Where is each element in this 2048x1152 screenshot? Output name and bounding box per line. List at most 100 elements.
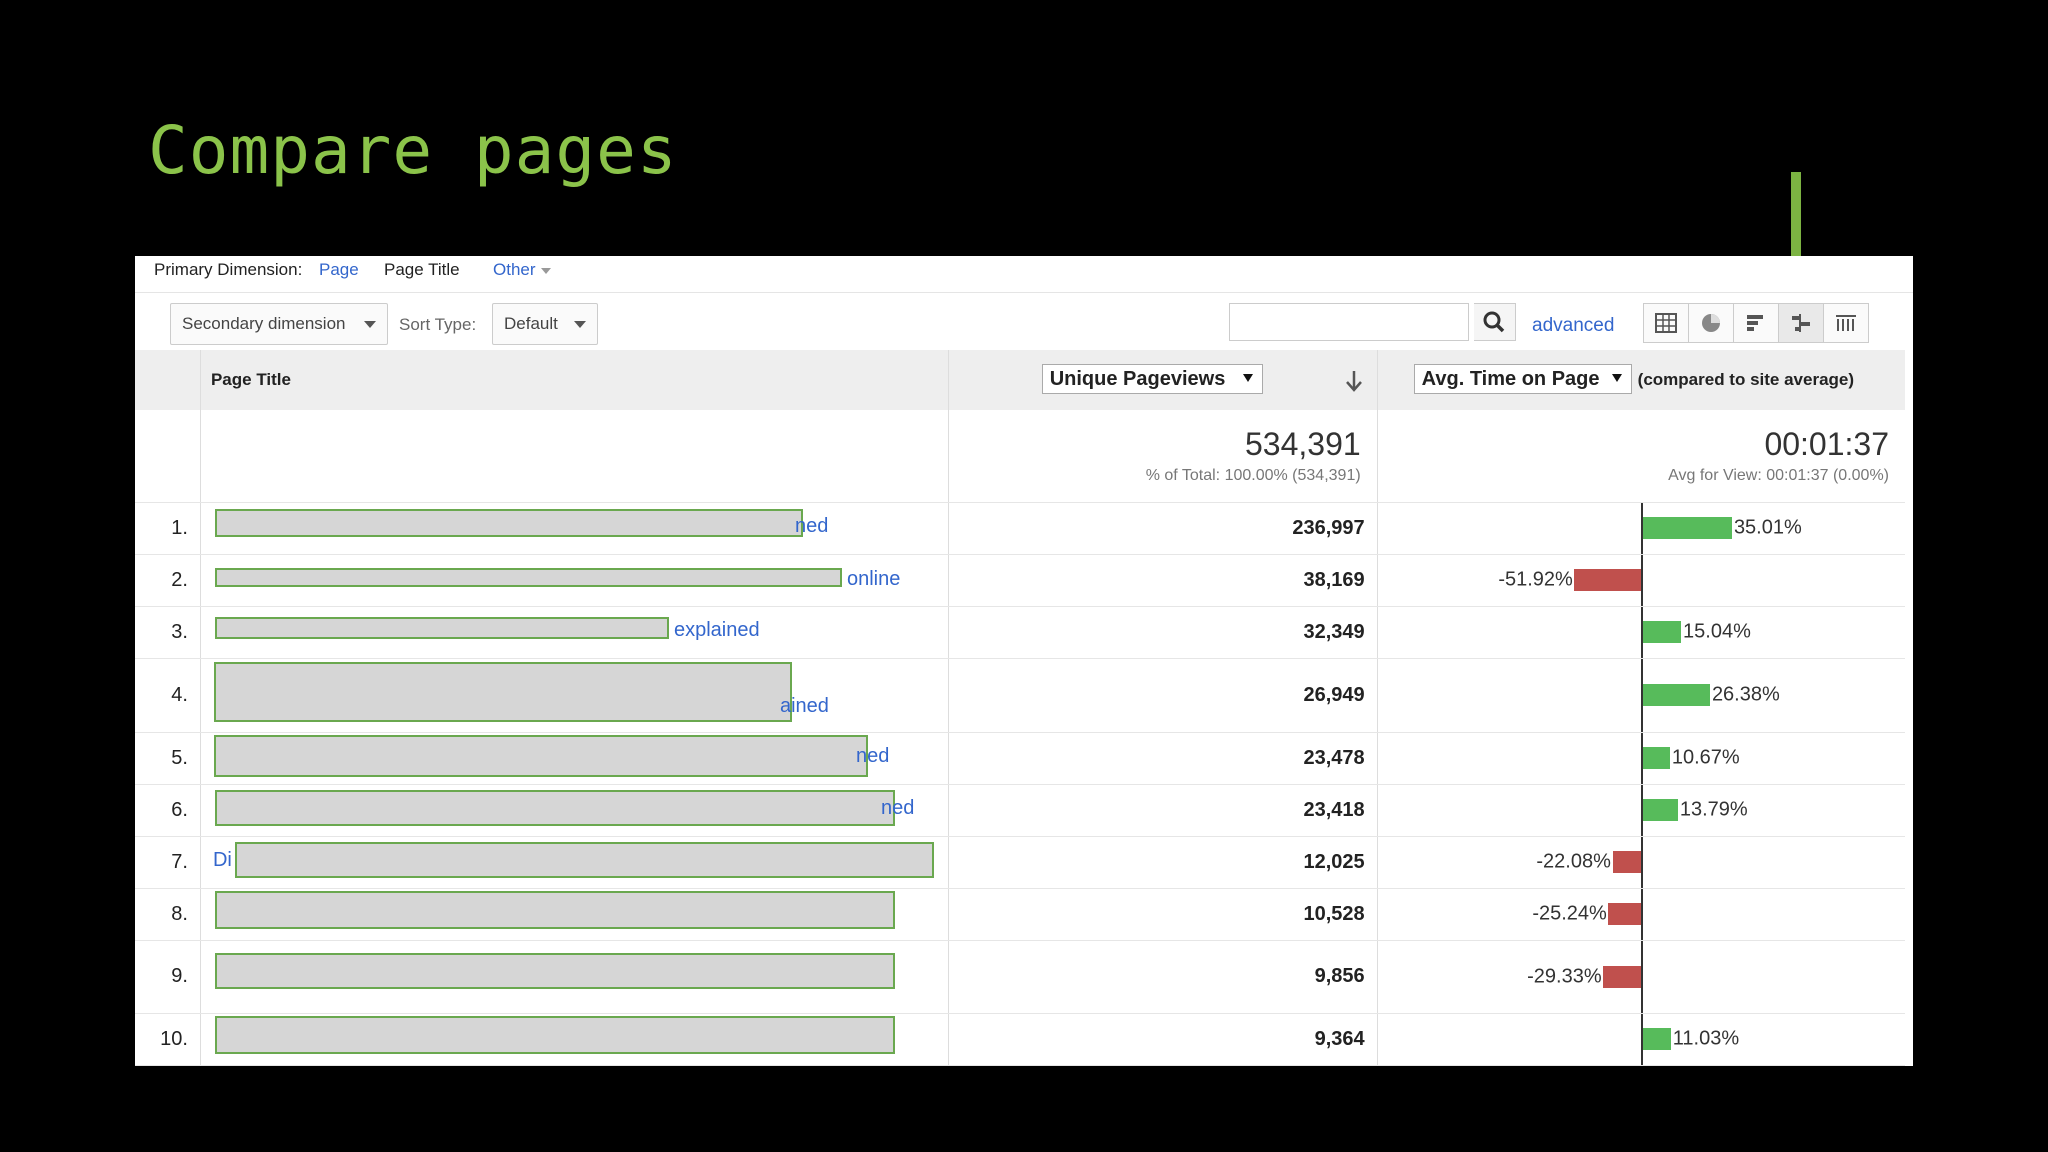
- row-rank: 6.: [135, 784, 201, 837]
- compare-total: 00:01:37: [1764, 426, 1889, 463]
- metric-total: 534,391: [1245, 426, 1361, 463]
- dimension-option-page[interactable]: Page: [319, 260, 359, 279]
- row-rank: 4.: [135, 658, 201, 733]
- sort-descending-icon[interactable]: [1345, 370, 1363, 392]
- compare-metric-select[interactable]: Avg. Time on Page: [1413, 364, 1632, 394]
- redaction-box: [214, 890, 895, 929]
- sort-type-dropdown[interactable]: Default: [492, 303, 598, 345]
- comparison-bar: [1642, 1028, 1671, 1050]
- rank-header: [135, 350, 201, 410]
- row-rank: 3.: [135, 606, 201, 659]
- report-toolbar: Secondary dimension Sort Type: Default a…: [135, 292, 1913, 351]
- comparison-percent: 35.01%: [1733, 516, 1802, 539]
- pie-view-icon[interactable]: [1689, 304, 1734, 342]
- page-title-link[interactable]: online: [846, 567, 901, 590]
- search-icon: [1483, 311, 1505, 333]
- comparison-percent: 11.03%: [1672, 1027, 1740, 1050]
- row-comparison-cell: -25.24%: [1376, 888, 1905, 941]
- comparison-bar: [1612, 851, 1641, 873]
- compare-select-value: Avg. Time on Page: [1421, 368, 1600, 390]
- comparison-percent: -22.08%: [1536, 850, 1611, 873]
- totals-rank-cell: [135, 410, 201, 503]
- row-page-title-cell: ned: [200, 502, 949, 555]
- row-unique-pageviews: 32,349: [947, 606, 1378, 659]
- comparison-axis: [1640, 502, 1643, 554]
- metric-total-sub: % of Total: 100.00% (534,391): [1145, 467, 1361, 485]
- row-comparison-cell: 11.03%: [1376, 1013, 1905, 1066]
- page-title-link[interactable]: ned: [794, 514, 829, 537]
- comparison-percent: 13.79%: [1679, 798, 1748, 821]
- page-title-link[interactable]: Di: [212, 848, 232, 871]
- redaction-box: [214, 508, 803, 537]
- row-page-title-cell: Di: [200, 836, 949, 889]
- table-row: 2. online 38,169 -51.92%: [135, 554, 1905, 607]
- redaction-box: [213, 661, 792, 722]
- table-header-row: Page Title Unique Pageviews Avg. Time on…: [135, 350, 1905, 410]
- table-row: 9. 9,856 -29.33%: [135, 940, 1905, 1014]
- row-page-title-cell: [200, 1013, 949, 1066]
- row-rank: 8.: [135, 888, 201, 941]
- row-rank: 7.: [135, 836, 201, 889]
- sort-type-label: Sort Type:: [399, 315, 477, 334]
- row-comparison-cell: 13.79%: [1376, 784, 1905, 837]
- redaction-box: [214, 952, 895, 989]
- row-unique-pageviews: 10,528: [947, 888, 1378, 941]
- comparison-percent: 26.38%: [1711, 683, 1780, 706]
- dimension-option-page-title[interactable]: Page Title: [384, 260, 460, 279]
- secondary-dimension-dropdown[interactable]: Secondary dimension: [170, 303, 388, 345]
- page-title-link[interactable]: explained: [673, 618, 760, 641]
- comparison-percent: 15.04%: [1683, 620, 1751, 643]
- comparison-bar: [1642, 517, 1732, 539]
- totals-compare-cell: 00:01:37 Avg for View: 00:01:37 (0.00%): [1376, 410, 1905, 503]
- comparison-bar: [1642, 621, 1682, 643]
- redaction-box: [214, 789, 895, 826]
- metric-select[interactable]: Unique Pageviews: [1041, 364, 1263, 394]
- comparison-percent: 10.67%: [1671, 746, 1740, 769]
- dimension-option-other[interactable]: Other: [493, 260, 551, 280]
- comparison-axis: [1640, 888, 1643, 940]
- row-page-title-cell: ned: [200, 784, 949, 837]
- table-view-icon[interactable]: [1644, 304, 1689, 342]
- row-page-title-cell: ned: [200, 732, 949, 785]
- view-switcher: [1643, 303, 1869, 343]
- page-title-header[interactable]: Page Title: [199, 350, 949, 410]
- redaction-box: [214, 616, 669, 639]
- page-title-link[interactable]: ned: [880, 796, 915, 819]
- comparison-bar: [1608, 903, 1641, 925]
- pivot-view-icon[interactable]: [1824, 304, 1868, 342]
- comparison-axis: [1640, 836, 1643, 888]
- compare-total-sub: Avg for View: 00:01:37 (0.00%): [1668, 467, 1889, 485]
- comparison-view-icon[interactable]: [1779, 304, 1824, 342]
- table-row: 10. 9,364 11.03%: [135, 1013, 1905, 1066]
- advanced-filter-link[interactable]: advanced: [1532, 315, 1615, 336]
- row-page-title-cell: ained: [200, 658, 949, 733]
- row-rank: 9.: [135, 940, 201, 1014]
- performance-view-icon[interactable]: [1734, 304, 1779, 342]
- comparison-bar: [1642, 684, 1710, 706]
- table-search-input[interactable]: [1229, 303, 1469, 341]
- comparison-axis: [1640, 732, 1643, 784]
- row-comparison-cell: 10.67%: [1376, 732, 1905, 785]
- comparison-bar: [1642, 747, 1670, 769]
- analytics-report-panel: Primary Dimension: Page Page Title Other…: [135, 256, 1913, 1066]
- comparison-percent: -25.24%: [1532, 902, 1607, 925]
- chevron-down-icon: [574, 321, 586, 328]
- comparison-bar: [1642, 799, 1678, 821]
- row-rank: 10.: [135, 1013, 201, 1066]
- row-rank: 5.: [135, 732, 201, 785]
- table-row: 4. ained 26,949 26.38%: [135, 658, 1905, 733]
- totals-row: 534,391 % of Total: 100.00% (534,391) 00…: [135, 410, 1905, 503]
- chevron-down-icon: [364, 321, 376, 328]
- secondary-dimension-label: Secondary dimension: [182, 314, 346, 333]
- redaction-box: [214, 567, 842, 587]
- row-unique-pageviews: 26,949: [947, 658, 1378, 733]
- page-title-header-label: Page Title: [210, 370, 291, 389]
- row-comparison-cell: 26.38%: [1376, 658, 1905, 733]
- redaction-box: [213, 734, 868, 777]
- comparison-percent: -29.33%: [1527, 965, 1602, 987]
- sort-type-value: Default: [504, 314, 558, 333]
- search-button[interactable]: [1474, 303, 1516, 341]
- page-title-link[interactable]: ained: [779, 694, 829, 717]
- row-page-title-cell: [200, 888, 949, 941]
- page-title-link[interactable]: ned: [855, 744, 890, 767]
